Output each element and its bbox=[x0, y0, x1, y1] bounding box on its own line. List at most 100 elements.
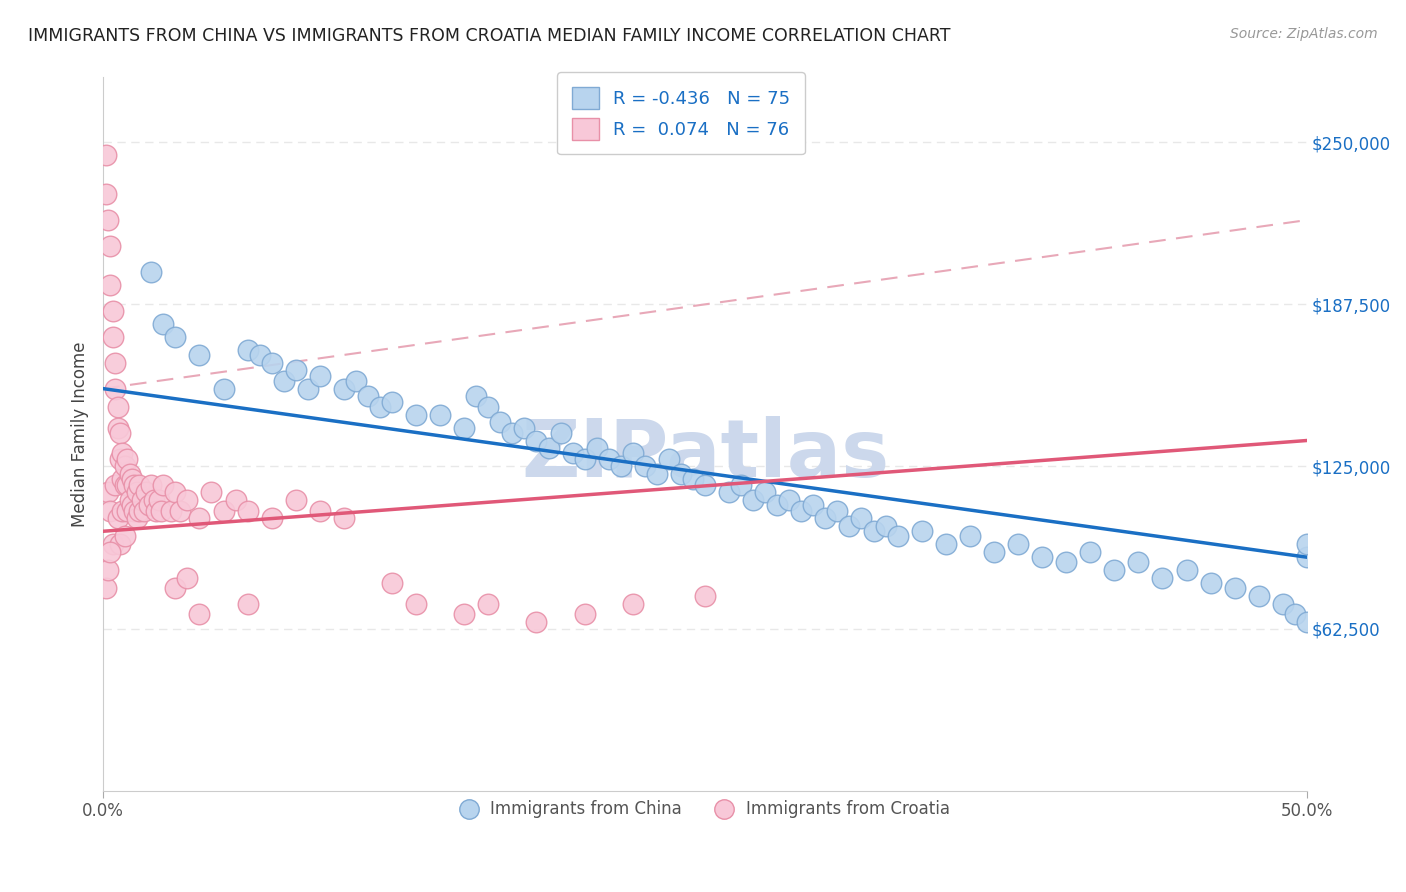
Point bbox=[188, 607, 211, 622]
Point bbox=[128, 503, 150, 517]
Point bbox=[609, 459, 631, 474]
Point bbox=[1199, 576, 1222, 591]
Point bbox=[1104, 563, 1126, 577]
Point bbox=[838, 519, 860, 533]
Point bbox=[911, 524, 934, 539]
Point bbox=[621, 597, 644, 611]
Point bbox=[297, 382, 319, 396]
Point bbox=[790, 503, 813, 517]
Point bbox=[260, 356, 283, 370]
Point bbox=[165, 330, 187, 344]
Point bbox=[97, 213, 120, 227]
Point bbox=[1054, 555, 1077, 569]
Point bbox=[574, 607, 596, 622]
Point bbox=[118, 493, 141, 508]
Point bbox=[132, 503, 155, 517]
Point bbox=[368, 400, 391, 414]
Point bbox=[477, 400, 499, 414]
Point bbox=[111, 472, 134, 486]
Point bbox=[98, 503, 121, 517]
Point bbox=[98, 277, 121, 292]
Point bbox=[176, 493, 198, 508]
Point bbox=[111, 446, 134, 460]
Point bbox=[405, 597, 427, 611]
Point bbox=[381, 394, 404, 409]
Point bbox=[333, 382, 356, 396]
Point bbox=[598, 451, 620, 466]
Point bbox=[669, 467, 692, 482]
Point bbox=[585, 442, 607, 456]
Text: IMMIGRANTS FROM CHINA VS IMMIGRANTS FROM CROATIA MEDIAN FAMILY INCOME CORRELATIO: IMMIGRANTS FROM CHINA VS IMMIGRANTS FROM… bbox=[28, 27, 950, 45]
Text: ZIPatlas: ZIPatlas bbox=[520, 417, 889, 494]
Point bbox=[634, 459, 657, 474]
Point bbox=[97, 563, 120, 577]
Point bbox=[149, 503, 172, 517]
Point bbox=[766, 499, 789, 513]
Point bbox=[730, 477, 752, 491]
Point bbox=[236, 597, 259, 611]
Point bbox=[97, 485, 120, 500]
Point bbox=[159, 503, 181, 517]
Point bbox=[357, 389, 380, 403]
Point bbox=[125, 485, 148, 500]
Point bbox=[718, 485, 741, 500]
Text: Source: ZipAtlas.com: Source: ZipAtlas.com bbox=[1230, 27, 1378, 41]
Point bbox=[778, 493, 800, 508]
Point bbox=[135, 485, 157, 500]
Point bbox=[754, 485, 776, 500]
Point bbox=[501, 425, 523, 440]
Point bbox=[308, 503, 330, 517]
Point bbox=[1296, 615, 1319, 629]
Point bbox=[124, 503, 146, 517]
Point bbox=[526, 615, 548, 629]
Point bbox=[152, 477, 174, 491]
Point bbox=[862, 524, 884, 539]
Point bbox=[621, 446, 644, 460]
Y-axis label: Median Family Income: Median Family Income bbox=[72, 342, 89, 527]
Point bbox=[935, 537, 957, 551]
Point bbox=[308, 368, 330, 383]
Point bbox=[115, 477, 138, 491]
Point bbox=[983, 545, 1005, 559]
Point bbox=[1223, 582, 1246, 596]
Point bbox=[94, 148, 117, 162]
Point bbox=[212, 382, 235, 396]
Point bbox=[165, 485, 187, 500]
Point bbox=[165, 582, 187, 596]
Point bbox=[1175, 563, 1198, 577]
Point bbox=[176, 571, 198, 585]
Point bbox=[225, 493, 247, 508]
Point bbox=[121, 472, 143, 486]
Point bbox=[658, 451, 681, 466]
Point bbox=[682, 472, 704, 486]
Point bbox=[959, 529, 981, 543]
Point bbox=[107, 400, 129, 414]
Point bbox=[550, 425, 572, 440]
Point bbox=[236, 343, 259, 357]
Point bbox=[574, 451, 596, 466]
Point bbox=[108, 425, 131, 440]
Point bbox=[107, 420, 129, 434]
Point bbox=[537, 442, 560, 456]
Point bbox=[1007, 537, 1029, 551]
Point bbox=[152, 317, 174, 331]
Point bbox=[333, 511, 356, 525]
Point bbox=[111, 503, 134, 517]
Point bbox=[429, 408, 451, 422]
Point bbox=[107, 511, 129, 525]
Point bbox=[94, 187, 117, 202]
Point bbox=[405, 408, 427, 422]
Point bbox=[453, 420, 475, 434]
Point bbox=[108, 451, 131, 466]
Point bbox=[1078, 545, 1101, 559]
Point bbox=[1296, 550, 1319, 565]
Point bbox=[827, 503, 849, 517]
Point bbox=[561, 446, 583, 460]
Point bbox=[114, 459, 136, 474]
Point bbox=[1296, 537, 1319, 551]
Point bbox=[188, 348, 211, 362]
Point bbox=[141, 477, 163, 491]
Point bbox=[477, 597, 499, 611]
Point bbox=[814, 511, 837, 525]
Point bbox=[131, 493, 153, 508]
